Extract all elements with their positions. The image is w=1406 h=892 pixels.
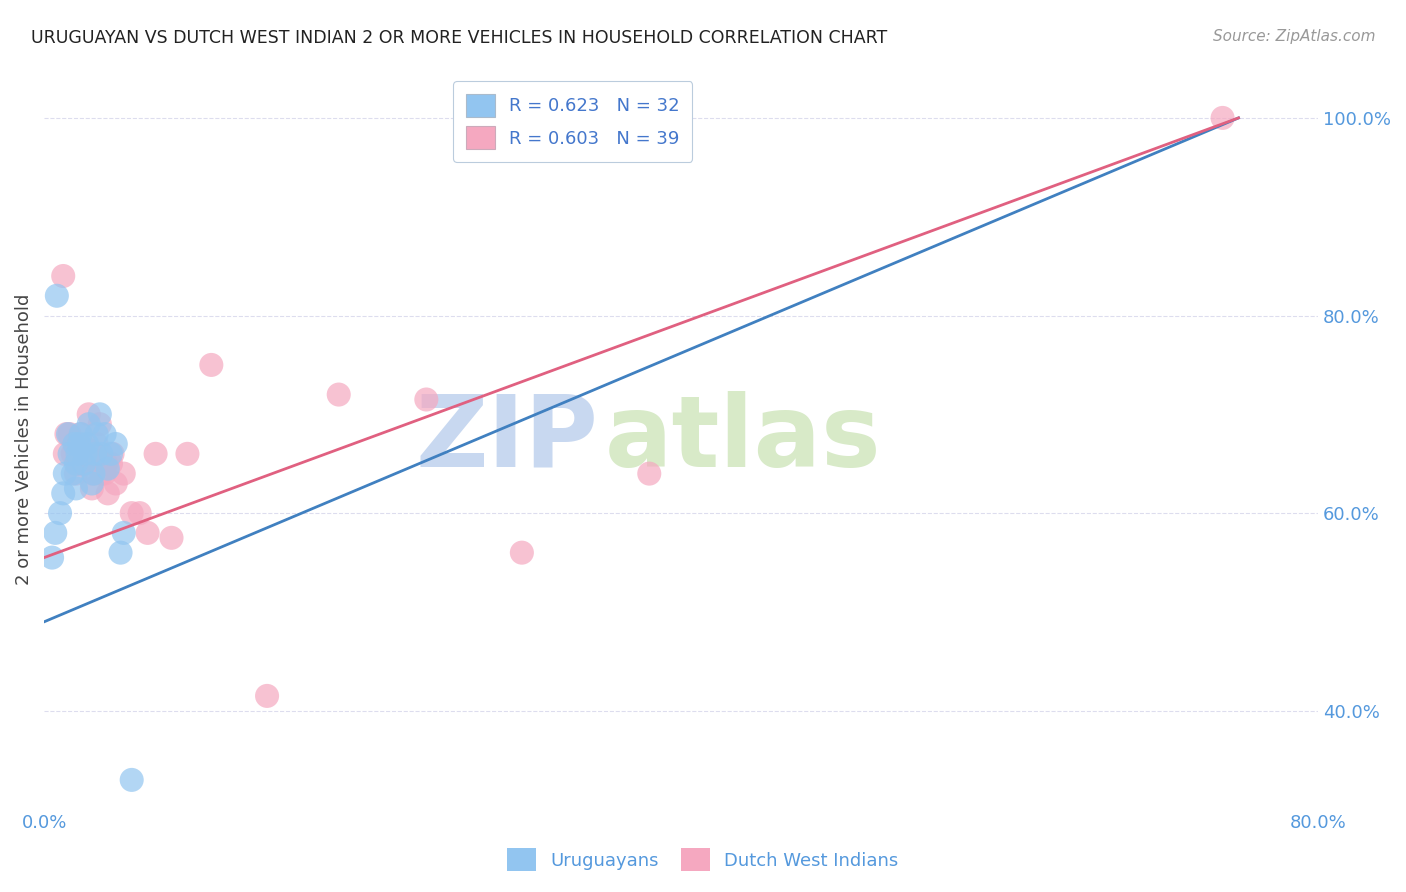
Point [104, 476, 127, 491]
Point [75, 451, 97, 466]
Point [93, 467, 115, 481]
Point [41, 550, 63, 565]
Point [86, 437, 108, 451]
Point [160, 531, 183, 545]
Point [75, 447, 97, 461]
Point [65, 482, 87, 496]
Text: ZIP: ZIP [415, 391, 599, 488]
Point [93, 427, 115, 442]
Point [145, 447, 167, 461]
Point [66, 447, 89, 461]
Point [82, 467, 104, 481]
Point [110, 546, 132, 560]
Legend: R = 0.623   N = 32, R = 0.603   N = 39: R = 0.623 N = 32, R = 0.603 N = 39 [453, 81, 692, 162]
Point [52, 486, 75, 500]
Text: Source: ZipAtlas.com: Source: ZipAtlas.com [1212, 29, 1375, 44]
Point [96, 457, 118, 471]
Point [97, 461, 120, 475]
Point [73, 457, 96, 471]
Point [90, 467, 112, 481]
Text: atlas: atlas [605, 391, 882, 488]
Point [80, 482, 103, 496]
Point [200, 358, 222, 372]
Point [84, 447, 107, 461]
Point [328, 387, 350, 401]
Point [44, 525, 66, 540]
Point [65, 457, 87, 471]
Point [415, 392, 437, 407]
Text: URUGUAYAN VS DUTCH WEST INDIAN 2 OR MORE VEHICLES IN HOUSEHOLD CORRELATION CHART: URUGUAYAN VS DUTCH WEST INDIAN 2 OR MORE… [31, 29, 887, 46]
Point [65, 467, 87, 481]
Point [121, 772, 143, 787]
Point [45, 289, 67, 303]
Point [58, 427, 80, 442]
Point [97, 486, 120, 500]
Point [56, 427, 79, 442]
Point [67, 437, 90, 451]
Point [53, 447, 76, 461]
Point [82, 467, 104, 481]
Point [49, 506, 72, 520]
Point [69, 427, 91, 442]
Point [121, 506, 143, 520]
Point [176, 447, 198, 461]
Point [76, 437, 98, 451]
Point [76, 442, 98, 456]
Point [77, 417, 100, 432]
Point [73, 457, 96, 471]
Point [136, 525, 159, 540]
Point [100, 457, 122, 471]
Point [80, 476, 103, 491]
Point [100, 447, 122, 461]
Point [112, 467, 135, 481]
Point [112, 525, 135, 540]
Point [86, 427, 108, 442]
Point [69, 427, 91, 442]
Point [256, 689, 278, 703]
Point [510, 546, 533, 560]
Y-axis label: 2 or more Vehicles in Household: 2 or more Vehicles in Household [15, 293, 32, 585]
Point [89, 407, 111, 421]
Point [52, 268, 75, 283]
Point [67, 437, 90, 451]
Point [63, 437, 86, 451]
Point [84, 447, 107, 461]
Point [638, 467, 661, 481]
Point [58, 447, 80, 461]
Point [89, 417, 111, 432]
Point [101, 447, 124, 461]
Point [1212, 111, 1234, 125]
Point [53, 467, 76, 481]
Point [62, 447, 84, 461]
Point [66, 457, 89, 471]
Point [55, 427, 77, 442]
Legend: Uruguayans, Dutch West Indians: Uruguayans, Dutch West Indians [501, 841, 905, 879]
Point [62, 467, 84, 481]
Point [104, 437, 127, 451]
Point [128, 506, 150, 520]
Point [90, 447, 112, 461]
Point [77, 407, 100, 421]
